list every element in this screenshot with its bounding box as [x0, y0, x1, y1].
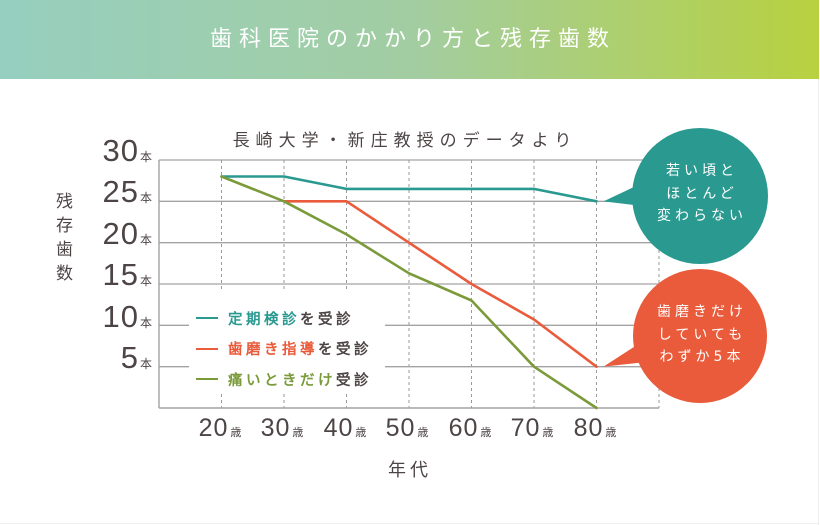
x-tick-label: 80 歳 — [563, 416, 627, 445]
y-tick-number: 20 — [102, 216, 139, 251]
callout-line: していても — [657, 326, 747, 343]
x-tick-unit: 歳 — [542, 426, 554, 439]
x-tick-unit: 歳 — [480, 426, 492, 439]
y-tick-label: 10本 — [102, 299, 153, 338]
x-tick-unit: 歳 — [605, 426, 617, 439]
legend-swatch — [196, 378, 218, 381]
y-tick-number: 10 — [102, 299, 139, 334]
x-tick-number: 30 — [260, 414, 291, 442]
x-tick-label: 70 歳 — [500, 416, 564, 445]
y-tick-label: 15本 — [102, 257, 153, 296]
y-tick-label: 5本 — [120, 340, 152, 379]
legend-label: 定期検診を受診 — [228, 308, 354, 329]
x-tick-unit: 歳 — [230, 426, 242, 439]
legend-label: 歯磨き指導を受診 — [228, 338, 372, 359]
frame-border-right — [818, 79, 819, 525]
y-tick-label: 25本 — [102, 174, 153, 213]
header-banner: 歯科医院のかかり方と残存歯数 — [0, 0, 819, 79]
x-tick-unit: 歳 — [292, 426, 304, 439]
series-line-brushing-guidance — [282, 200, 598, 369]
y-tick-number: 30 — [102, 133, 139, 168]
legend-background — [189, 290, 385, 392]
chart-legend: 定期検診を受診 歯磨き指導を受診 痛いときだけ受診 — [196, 303, 372, 395]
legend-label-suffix: 受診 — [336, 372, 372, 389]
y-axis-label: 残存歯数 — [52, 192, 72, 288]
y-tick-label: 20本 — [102, 216, 153, 255]
y-tick-unit: 本 — [139, 191, 152, 205]
frame-border-bottom — [0, 523, 819, 524]
x-tick-number: 80 — [573, 414, 604, 442]
x-tick-label: 40 歳 — [313, 416, 377, 445]
x-tick-number: 70 — [510, 414, 541, 442]
legend-label-highlight: 定期検診 — [228, 311, 300, 328]
x-axis-label: 年代 — [388, 460, 432, 481]
y-tick-unit: 本 — [139, 274, 152, 288]
legend-item-only-when-pain: 痛いときだけ受診 — [196, 364, 372, 395]
callout-text-regular-checkup: 若い頃と ほとんど 変わらない — [632, 160, 768, 228]
legend-item-brushing-guidance: 歯磨き指導を受診 — [196, 334, 372, 365]
y-tick-number: 25 — [102, 174, 139, 209]
callout-line: ほとんど — [666, 185, 738, 202]
x-tick-number: 20 — [198, 414, 229, 442]
y-tick-unit: 本 — [139, 150, 152, 164]
callout-line: 変わらない — [657, 208, 747, 224]
page-title: 歯科医院のかかり方と残存歯数 — [209, 26, 616, 52]
legend-swatch — [196, 347, 218, 350]
callout-text-brushing: 歯磨きだけ していても わずか5本 — [632, 301, 768, 369]
x-tick-number: 50 — [385, 414, 416, 442]
y-tick-label: 30本 — [102, 133, 153, 172]
x-tick-unit: 歳 — [417, 426, 429, 439]
x-tick-label: 60 歳 — [438, 416, 502, 445]
series-line-regular-checkup — [220, 175, 598, 203]
x-tick-label: 20 歳 — [188, 416, 252, 445]
legend-item-regular-checkup: 定期検診を受診 — [196, 303, 372, 334]
callout-line: 歯磨きだけ — [657, 304, 747, 320]
y-tick-unit: 本 — [139, 316, 152, 330]
x-tick-label: 50 歳 — [375, 416, 439, 445]
y-tick-number: 15 — [102, 257, 139, 292]
y-tick-unit: 本 — [139, 233, 152, 247]
legend-label-highlight: 痛いときだけ — [228, 372, 336, 389]
x-tick-number: 60 — [448, 414, 479, 442]
chart-title: 長崎大学・新庄教授のデータより — [232, 131, 578, 151]
legend-label-suffix: を受診 — [300, 311, 354, 328]
callout-line: わずか5本 — [659, 349, 745, 365]
legend-label: 痛いときだけ受診 — [228, 369, 372, 390]
callout-bubble-regular-checkup — [632, 128, 768, 264]
callout-bubble-brushing — [633, 269, 767, 403]
series-line-only-when-pain — [220, 175, 598, 410]
x-tick-unit: 歳 — [355, 426, 367, 439]
legend-swatch — [196, 317, 218, 320]
x-tick-label: 30 歳 — [250, 416, 314, 445]
x-tick-number: 40 — [323, 414, 354, 442]
legend-label-highlight: 歯磨き指導 — [228, 342, 318, 359]
callout-line: 若い頃と — [666, 163, 738, 179]
y-tick-number: 5 — [120, 340, 139, 375]
y-tick-unit: 本 — [139, 357, 152, 371]
legend-label-suffix: を受診 — [318, 342, 372, 359]
